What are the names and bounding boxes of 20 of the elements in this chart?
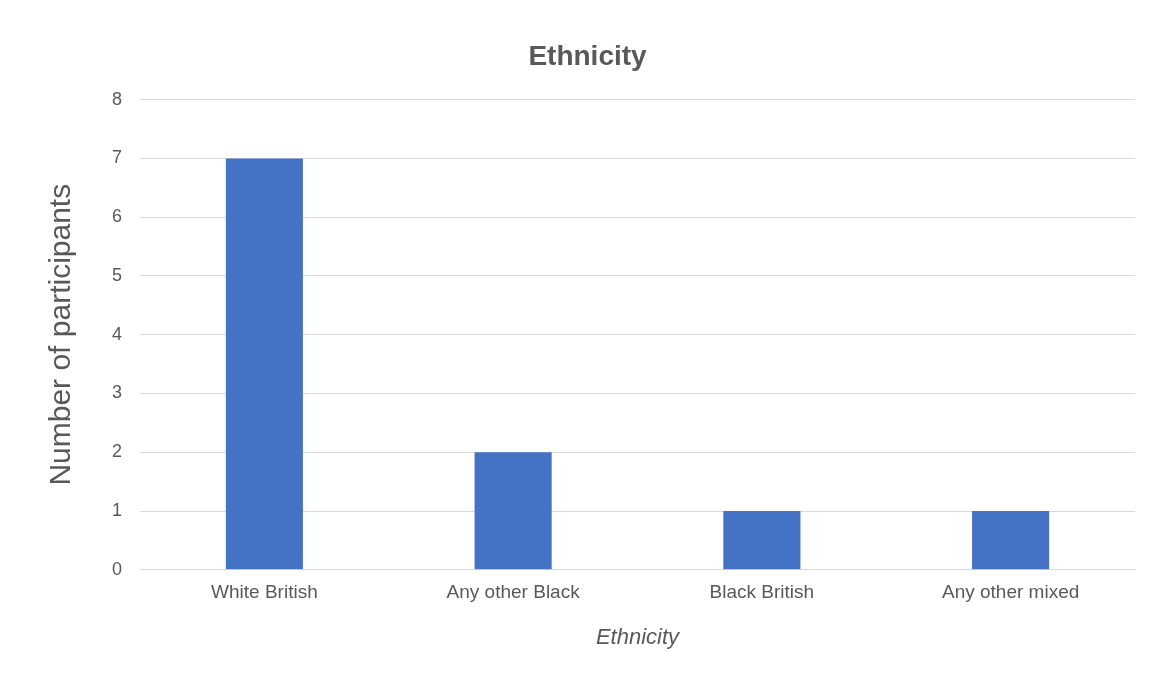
x-axis-title: Ethnicity [595,623,682,649]
x-tick-label: Any other mixed [941,581,1080,603]
x-tick-label: White British [211,581,318,603]
chart-title: Ethnicity [528,39,648,71]
bar [474,452,552,570]
y-tick-label: 2 [112,441,123,462]
bar [972,511,1050,570]
y-tick-label: 4 [112,323,123,344]
y-tick-label: 0 [112,558,123,579]
y-tick-label: 6 [112,206,123,227]
x-tick-label: Any other Black [446,581,581,603]
y-tick-label: 1 [112,499,123,520]
y-tick-label: 8 [112,88,123,109]
y-tick-label: 3 [112,382,123,403]
y-tick-label: 5 [112,264,123,285]
y-tick-label: 7 [112,147,123,168]
x-tick-label: Black British [709,581,815,603]
y-axis-title: Number of participants [43,183,77,486]
bar [723,511,801,570]
bar [225,158,303,570]
